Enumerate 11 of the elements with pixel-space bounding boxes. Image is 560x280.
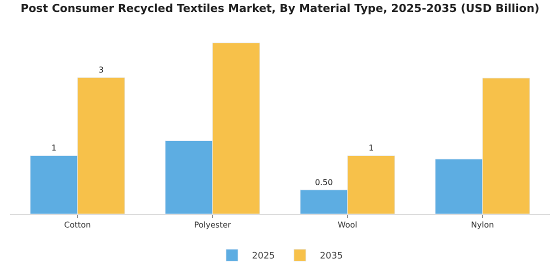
x-tick-label: Polyester: [194, 220, 232, 230]
data-label: 1: [368, 144, 374, 153]
data-label: 0.50: [314, 178, 333, 187]
x-tick-label: Cotton: [64, 220, 91, 230]
chart-title: Post Consumer Recycled Textiles Market, By Material Type, 2025-2035 (USD Billion): [20, 2, 540, 15]
legend-label: 2035: [320, 252, 343, 262]
legend-label: 2025: [252, 252, 275, 262]
x-tick-label: Nylon: [471, 220, 494, 230]
data-label: 3: [98, 66, 104, 75]
data-label: 1: [51, 144, 56, 153]
x-tick-label: Wool: [338, 220, 358, 230]
